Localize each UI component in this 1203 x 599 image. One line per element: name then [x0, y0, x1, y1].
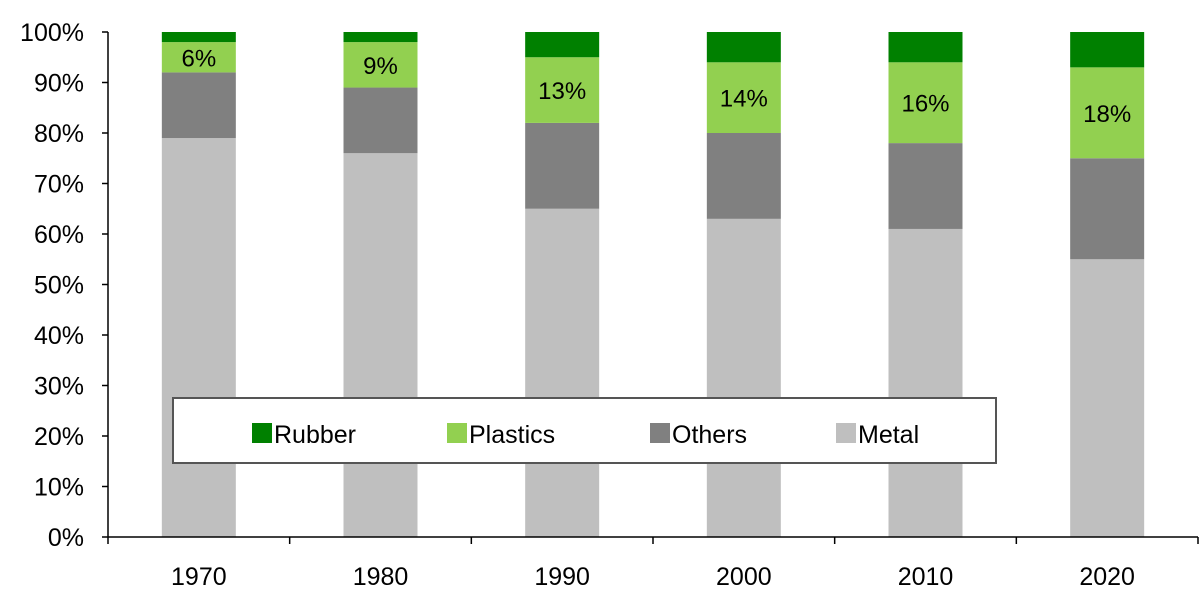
bar-others-1990 [525, 122, 600, 209]
bar-metal-2010 [888, 228, 963, 537]
bar-rubber-1970 [161, 32, 236, 43]
y-tick-label-20-: 20% [34, 423, 84, 451]
bar-others-1970 [161, 72, 236, 139]
bar-others-2010 [888, 143, 963, 229]
bar-others-2020 [1070, 158, 1145, 260]
bar-plastics-2010 [888, 62, 963, 144]
x-tick-label-2020: 2020 [1079, 563, 1135, 591]
bar-metal-2020 [1070, 259, 1145, 537]
bars-layer: 6% 9% 13% 14% 16% 18% [161, 32, 1145, 538]
bar-metal-1980 [343, 153, 418, 537]
legend: Rubber Plastics Others Metal [172, 397, 997, 464]
legend-swatch-metal [836, 423, 856, 443]
y-tick-label-100-: 100% [20, 19, 84, 47]
y-tick-label-30-: 30% [34, 373, 84, 401]
x-tick-label-2010: 2010 [898, 563, 954, 591]
bar-metal-1970 [161, 138, 236, 538]
legend-swatch-rubber [252, 423, 272, 443]
data-label-plastics-2000: 14% [720, 86, 768, 113]
y-tick-label-40-: 40% [34, 322, 84, 350]
bar-plastics-1980 [343, 42, 418, 88]
data-label-plastics-1970: 6% [181, 45, 216, 72]
legend-swatch-others [650, 423, 670, 443]
legend-box [172, 397, 997, 464]
bar-rubber-2010 [888, 32, 963, 63]
bar-rubber-1980 [343, 32, 418, 43]
legend-swatch-plastics [447, 423, 467, 443]
bar-plastics-1970 [161, 42, 236, 73]
y-tick-label-50-: 50% [34, 272, 84, 300]
x-tick-label-1990: 1990 [534, 563, 590, 591]
bar-plastics-2020 [1070, 67, 1145, 159]
data-label-plastics-1980: 9% [363, 53, 398, 80]
y-tick-label-80-: 80% [34, 120, 84, 148]
axes-layer: 0% 10% 20% 30% 40% 50% 60% 70% 80% 90% 100% 1970 198… [20, 19, 1199, 591]
x-tick-label-1980: 1980 [353, 563, 409, 591]
data-label-plastics-2020: 18% [1083, 101, 1131, 128]
legend-label-metal: Metal [858, 421, 919, 449]
y-tick-label-70-: 70% [34, 171, 84, 199]
bar-plastics-1990 [525, 57, 600, 123]
data-label-plastics-2010: 16% [901, 91, 949, 118]
bar-rubber-2000 [706, 32, 781, 63]
y-tick-label-90-: 90% [34, 70, 84, 98]
legend-label-plastics: Plastics [469, 421, 555, 449]
bar-others-2000 [706, 133, 781, 219]
legend-label-others: Others [672, 421, 747, 449]
bar-plastics-2000 [706, 62, 781, 133]
y-tick-label-0-: 0% [48, 524, 84, 552]
bar-metal-1990 [525, 208, 600, 537]
y-tick-label-60-: 60% [34, 221, 84, 249]
bar-rubber-2020 [1070, 32, 1145, 68]
x-tick-label-2000: 2000 [716, 563, 772, 591]
x-tick-label-1970: 1970 [171, 563, 227, 591]
bar-metal-2000 [706, 218, 781, 537]
y-tick-label-10-: 10% [34, 474, 84, 502]
bar-rubber-1990 [525, 32, 600, 58]
legend-label-rubber: Rubber [274, 421, 356, 449]
bar-others-1980 [343, 87, 418, 154]
data-label-plastics-1990: 13% [538, 78, 586, 105]
